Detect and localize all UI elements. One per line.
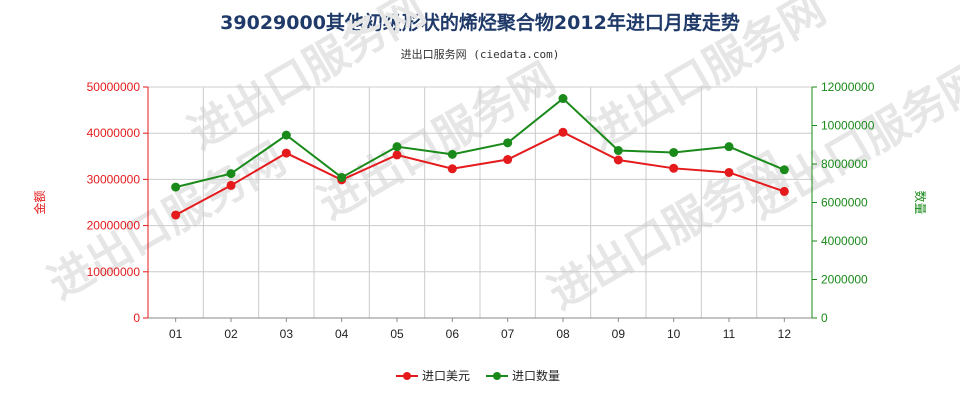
series-1-point [503,155,513,165]
y-left-axis-label: 金额 [32,190,47,214]
watermark-text: 进出口服务网 [310,53,564,229]
series-2-point [337,172,347,182]
legend-marker-1 [403,372,411,380]
y-right-tick-label: 8000000 [821,157,868,171]
y-left-tick-label: 40000000 [87,126,141,140]
x-tick-label: 06 [446,327,460,341]
y-left-tick-label: 10000000 [87,265,141,279]
x-tick-label: 03 [280,327,294,341]
series-1-point [669,163,679,173]
chart-subtitle: 进出口服务网 (ciedata.com) [400,48,560,61]
series-2-point [171,182,181,192]
x-tick-label: 10 [667,327,681,341]
series-1-point [779,186,789,196]
x-tick-label: 11 [723,327,736,341]
y-left-tick-label: 50000000 [87,80,141,94]
x-tick-label: 01 [169,327,183,341]
x-tick-label: 12 [778,327,792,341]
y-left-tick-label: 0 [133,311,140,325]
legend-marker-2 [493,372,501,380]
series-1-point [281,148,291,158]
watermark-text: 进出口服务网 [540,143,794,319]
series-1-point [447,164,457,174]
y-right-tick-label: 6000000 [821,196,868,210]
x-tick-label: 07 [501,327,515,341]
chart-title: 39029000其他初级形状的烯烃聚合物2012年进口月度走势 [220,12,740,34]
legend-label-1: 进口美元 [422,369,470,383]
y-right-tick-label: 4000000 [821,234,868,248]
y-right-tick-label: 10000000 [821,119,875,133]
x-tick-label: 08 [556,327,570,341]
x-tick-label: 05 [390,327,404,341]
series-2-point [613,146,623,156]
legend-label-2: 进口数量 [512,368,560,383]
series-2-point [779,165,789,175]
series-2-point [447,149,457,159]
series-1-point [392,150,402,160]
series-line-1 [175,131,785,216]
y-right-tick-label: 12000000 [821,80,875,94]
y-right-axis-label: 数量 [913,190,928,214]
series-2-point [724,142,734,152]
series-1-point [171,210,181,220]
watermark-text: 进出口服务网 [580,0,834,160]
series-2-point [503,138,513,148]
series-1-point [558,127,568,137]
series-line-2 [175,97,785,189]
series-1-point [724,167,734,177]
series-2-point [392,142,402,152]
x-tick-label: 04 [335,327,349,341]
series-1-point [613,155,623,165]
y-left-tick-label: 30000000 [87,172,141,186]
series-1-point [226,180,236,190]
watermark-text: 进出口服务网 [40,133,294,309]
series-2-point [281,130,291,140]
series-2-point [226,169,236,179]
series-2-point [669,147,679,157]
y-right-tick-label: 0 [821,311,828,325]
y-left-tick-label: 20000000 [87,219,141,233]
x-tick-label: 02 [224,327,238,341]
y-right-tick-label: 2000000 [821,273,868,287]
x-tick-label: 09 [612,327,626,341]
series-2-point [558,94,568,104]
